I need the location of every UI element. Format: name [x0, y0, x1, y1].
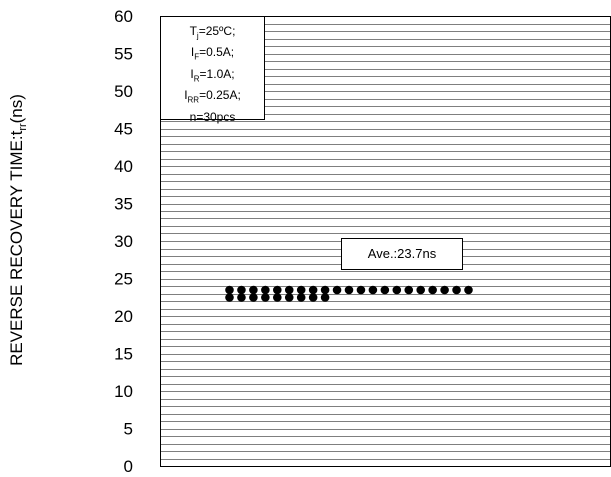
data-point [237, 285, 246, 295]
y-tick-label: 20 [114, 307, 133, 326]
y-tick-label: 30 [114, 232, 133, 251]
data-point [344, 285, 354, 295]
y-tick-label: 55 [114, 45, 133, 64]
data-point [284, 293, 294, 302]
data-point [464, 285, 473, 295]
data-point [440, 285, 449, 295]
y-tick-label: 40 [114, 157, 133, 176]
y-tick-label: 10 [114, 382, 133, 401]
data-point [225, 285, 234, 295]
y-axis-label-main: REVERSE RECOVERY TIME:t [6, 130, 26, 366]
test-conditions-box: Tj=25ºC; IF=0.5A; IR=1.0A; IRR=0.25A; n=… [160, 16, 265, 124]
data-point [284, 285, 294, 295]
data-point [452, 285, 461, 295]
data-point [416, 285, 426, 295]
data-point [261, 285, 270, 295]
condition-n: n=30pcs [189, 109, 236, 124]
condition-if: IF=0.5A; [190, 45, 235, 62]
y-tick-label: 35 [114, 195, 133, 214]
y-tick-label: 5 [124, 420, 133, 439]
average-annotation: Ave.:23.7ns [341, 238, 463, 270]
data-point [296, 293, 306, 302]
data-point [428, 285, 437, 295]
grid-lines [160, 24, 611, 460]
data-point [249, 285, 258, 295]
y-tick-label: 25 [114, 270, 133, 289]
data-point [320, 285, 330, 295]
y-tick-label: 60 [114, 7, 133, 26]
data-point [225, 293, 234, 302]
data-point [308, 293, 318, 302]
y-axis-label-container: REVERSE RECOVERY TIME:trr(ns) [0, 60, 36, 400]
data-points [225, 285, 473, 302]
y-tick-label: 50 [114, 82, 133, 101]
condition-irr: IRR=0.25A; [184, 88, 241, 105]
y-axis-label-unit: (ns) [6, 94, 26, 124]
data-point [332, 285, 342, 295]
y-tick-label: 45 [114, 120, 133, 139]
data-point [237, 293, 246, 302]
data-point [320, 293, 330, 302]
data-point [308, 285, 318, 295]
data-point [273, 285, 282, 295]
data-point [261, 293, 270, 302]
condition-ir: IR=1.0A; [190, 66, 235, 84]
y-tick-labels: 0 5 10 15 20 25 30 35 40 45 50 55 60 [114, 7, 133, 476]
y-tick-label: 15 [114, 345, 133, 364]
condition-tj: Tj=25ºC; [189, 24, 236, 41]
data-point [368, 285, 378, 295]
data-point [404, 285, 414, 295]
y-tick-label: 0 [124, 457, 133, 476]
data-point [380, 285, 390, 295]
data-point [392, 285, 402, 295]
y-axis-label-sub: rr [17, 123, 30, 131]
data-point [356, 285, 366, 295]
data-point [273, 293, 282, 302]
data-point [296, 285, 306, 295]
data-point [249, 293, 258, 302]
y-axis-label: REVERSE RECOVERY TIME:trr(ns) [7, 94, 29, 366]
